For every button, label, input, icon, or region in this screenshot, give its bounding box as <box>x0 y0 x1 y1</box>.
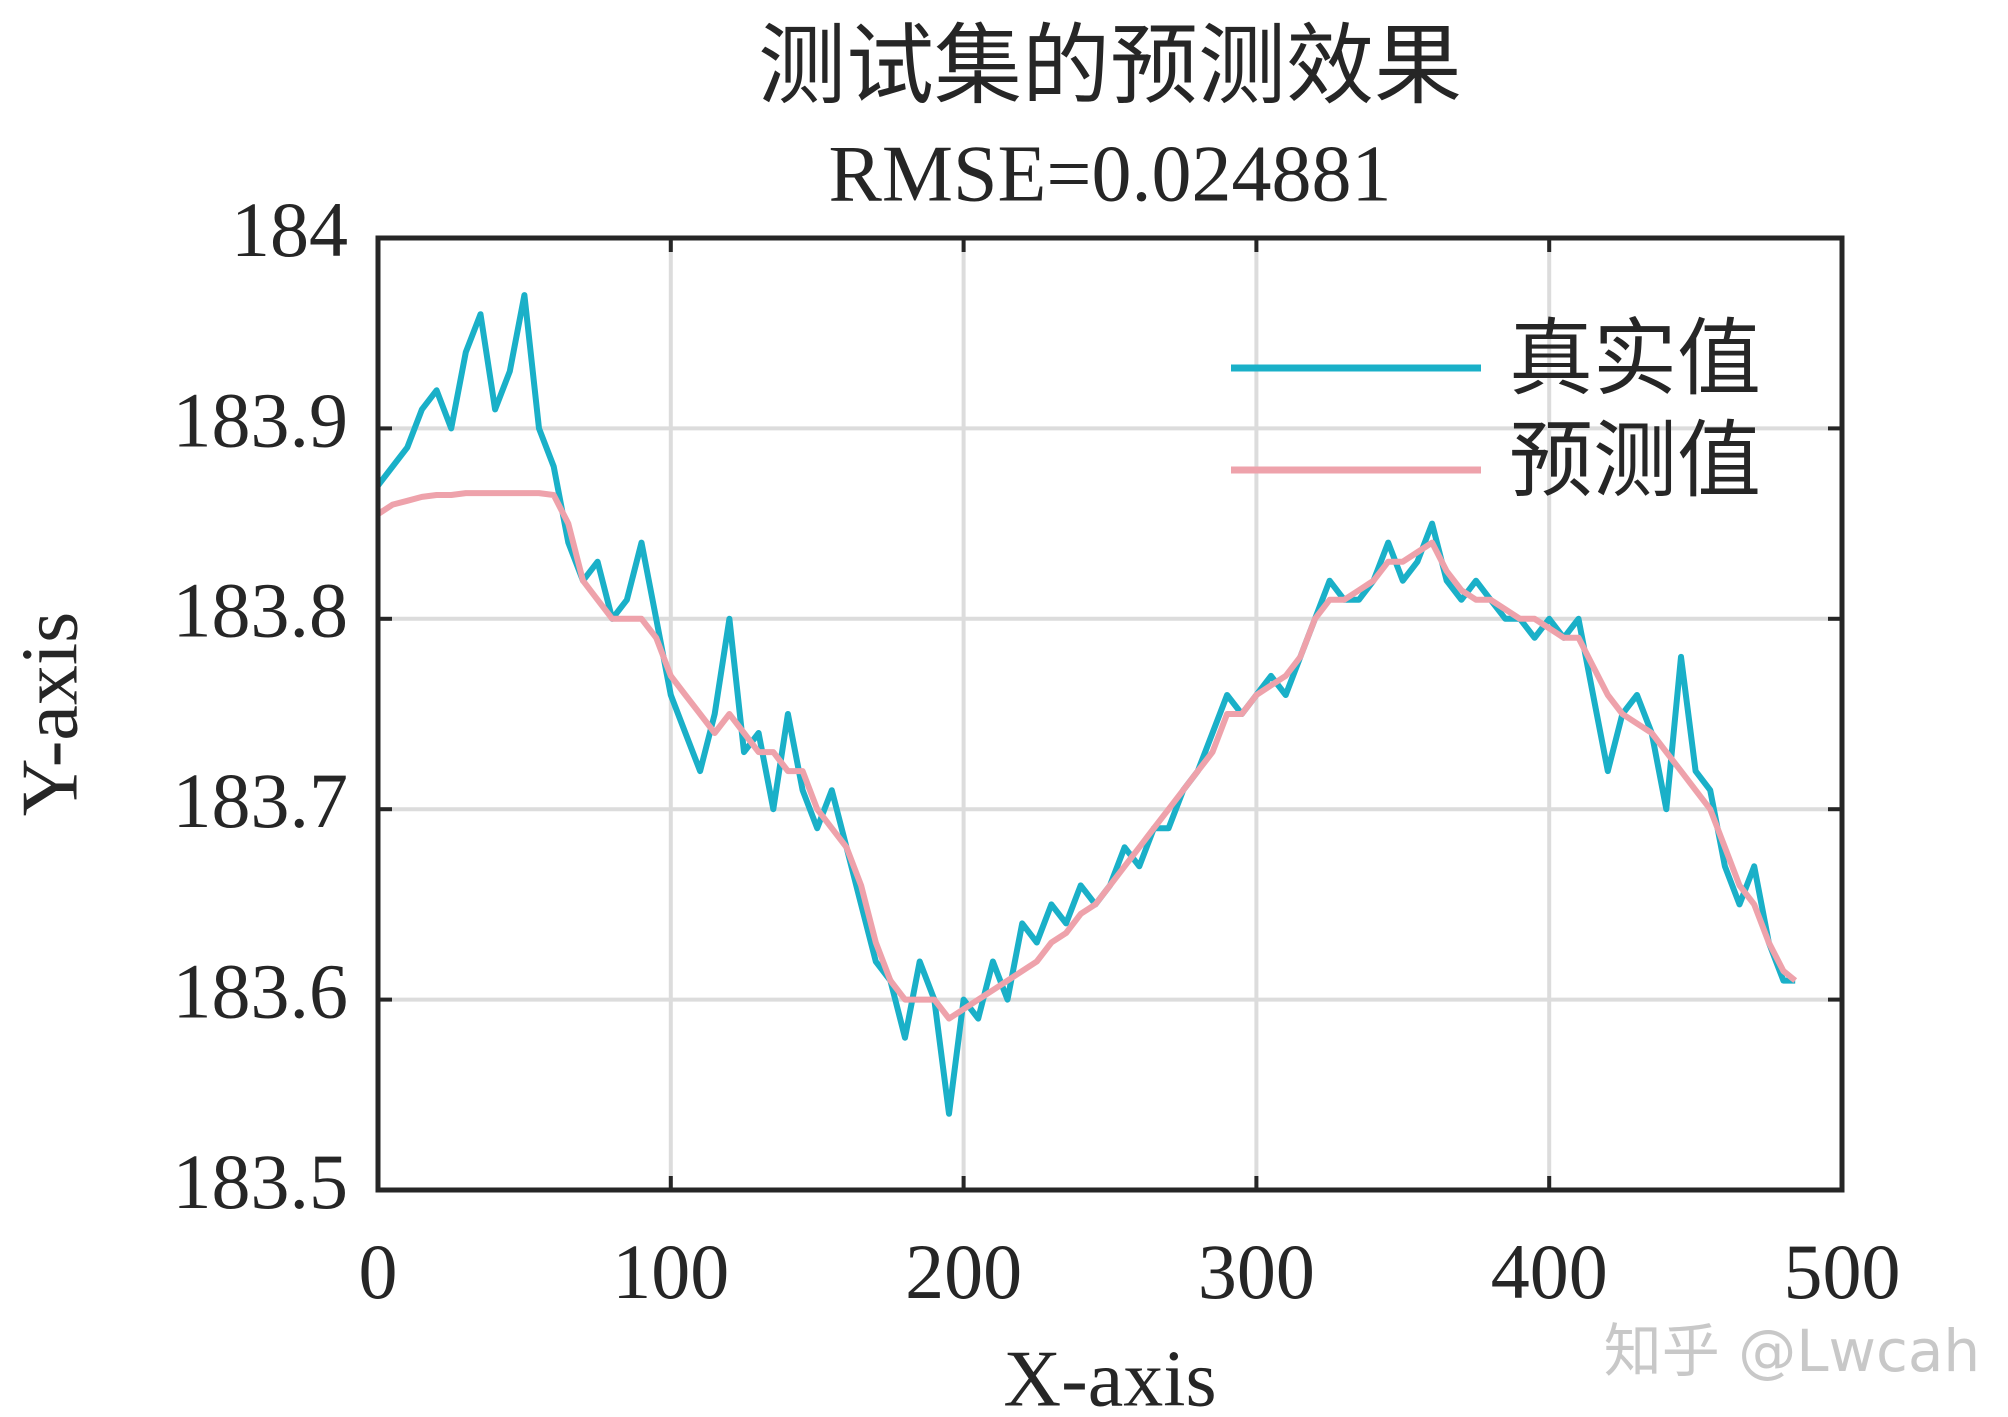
watermark: 知乎 @Lwcah <box>1604 1317 1980 1385</box>
axes-box <box>375 235 1845 1193</box>
y-tick-label: 183.8 <box>173 567 349 654</box>
x-tick-label: 0 <box>359 1228 398 1315</box>
x-tick-label: 300 <box>1198 1228 1315 1315</box>
series-line <box>376 490 1798 1022</box>
x-tick-label: 500 <box>1784 1228 1901 1315</box>
x-tick-label: 200 <box>905 1228 1022 1315</box>
x-tick-label: 400 <box>1491 1228 1608 1315</box>
legend-label: 真实值 <box>1509 313 1761 406</box>
y-tick-label: 184 <box>231 186 348 273</box>
y-tick-label: 183.5 <box>173 1138 349 1225</box>
y-tick-label: 183.7 <box>173 757 349 844</box>
y-axis-label: Y-axis <box>6 612 94 816</box>
chart-title: 测试集的预测效果 <box>758 19 1462 116</box>
y-tick-label: 183.6 <box>173 948 349 1035</box>
chart-subtitle: RMSE=0.024881 <box>829 130 1392 218</box>
x-axis-label: X-axis <box>1003 1335 1216 1417</box>
legend-label: 预测值 <box>1509 415 1761 508</box>
x-tick-label: 100 <box>612 1228 729 1315</box>
y-tick-label: 183.9 <box>173 376 349 463</box>
